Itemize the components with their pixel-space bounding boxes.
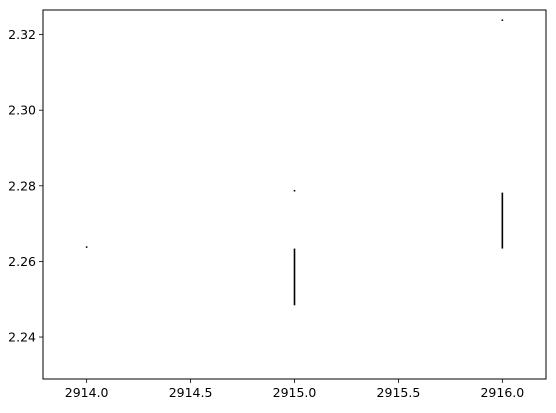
y-tick-label-1: 2.26 xyxy=(8,254,36,269)
plot-frame xyxy=(42,9,547,380)
y-tick-label-3: 2.30 xyxy=(8,103,36,118)
y-tick-label-2: 2.28 xyxy=(8,178,36,193)
x-tick-label-3: 2915.5 xyxy=(377,385,421,400)
y-tick-label-0: 2.24 xyxy=(8,330,36,345)
plot-background xyxy=(43,10,546,379)
data-marks xyxy=(85,19,504,306)
x-axis: 2914.0 2914.5 2915.0 2915.5 2916.0 xyxy=(65,379,524,400)
y-axis: 2.24 2.26 2.28 2.30 2.32 xyxy=(8,27,43,345)
x-tick-label-0: 2914.0 xyxy=(65,385,109,400)
x-tick-label-4: 2916.0 xyxy=(480,385,524,400)
x-tick-label-2: 2915.0 xyxy=(273,385,317,400)
x-tick-label-1: 2914.5 xyxy=(169,385,213,400)
y-tick-label-4: 2.32 xyxy=(8,27,36,42)
